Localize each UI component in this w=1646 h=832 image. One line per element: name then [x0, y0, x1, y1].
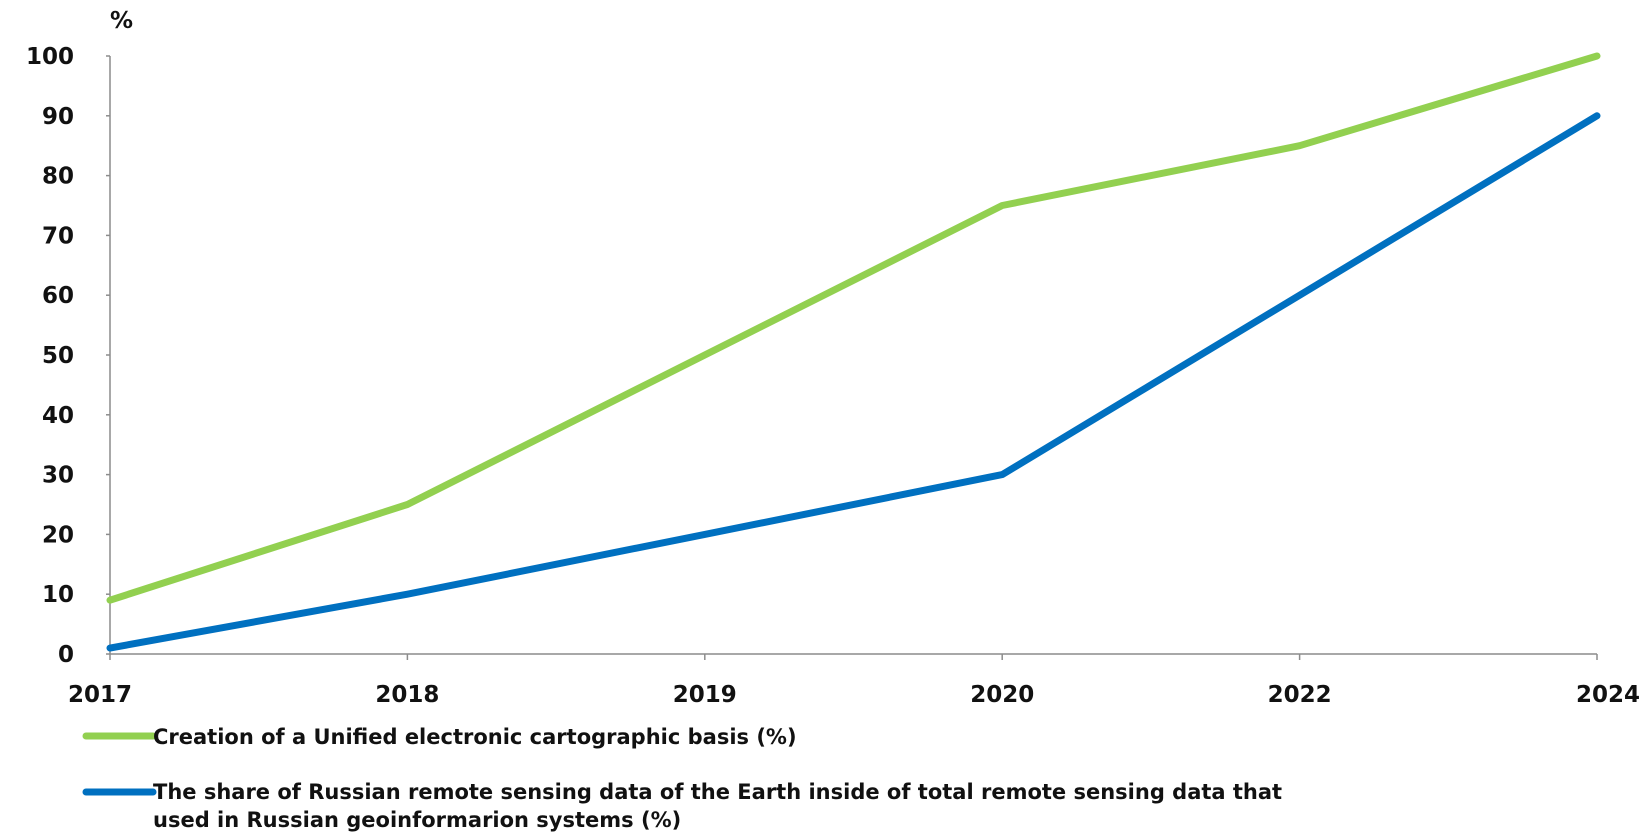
x-tick-label: 2020 — [970, 682, 1034, 708]
x-tick-label: 2017 — [68, 682, 132, 708]
series-line-remote-sensing-share — [106, 112, 1601, 652]
legend: Creation of a Unified electronic cartogr… — [82, 725, 1282, 832]
y-tick-label: 10 — [42, 582, 74, 608]
y-tick-label: 50 — [42, 343, 74, 369]
y-axis-unit-label: % — [110, 8, 133, 34]
y-tick-label: 80 — [42, 164, 74, 190]
y-tick-label: 0 — [58, 642, 74, 668]
series-line-cartographic-basis — [106, 52, 1601, 604]
legend-item-cartographic-basis[interactable]: Creation of a Unified electronic cartogr… — [82, 725, 797, 749]
y-tick-label: 90 — [42, 104, 74, 130]
legend-item-remote-sensing-share[interactable]: The share of Russian remote sensing data… — [82, 780, 1282, 832]
x-tick-label: 2024 — [1576, 682, 1640, 708]
y-tick-label: 100 — [26, 44, 74, 70]
x-tick-label: 2022 — [1268, 682, 1332, 708]
series-lines — [106, 52, 1601, 652]
x-tick-label: 2019 — [673, 682, 737, 708]
x-tick-label: 2018 — [375, 682, 439, 708]
y-tick-label: 20 — [42, 522, 74, 548]
y-tick-label: 30 — [42, 463, 74, 489]
y-axis-ticks: 0 10 20 30 40 50 60 70 80 90 100 — [26, 44, 110, 668]
legend-label-remote-sensing-share-line-1: The share of Russian remote sensing data… — [153, 780, 1282, 804]
legend-label-remote-sensing-share-line-2: used in Russian geoinformarion systems (… — [153, 808, 681, 832]
x-axis-ticks: 2017 2018 2019 2020 2022 2024 — [68, 654, 1640, 708]
y-tick-label: 40 — [42, 403, 74, 429]
legend-label-cartographic-basis: Creation of a Unified electronic cartogr… — [153, 725, 797, 749]
y-tick-label: 70 — [42, 223, 74, 249]
y-tick-label: 60 — [42, 283, 74, 309]
